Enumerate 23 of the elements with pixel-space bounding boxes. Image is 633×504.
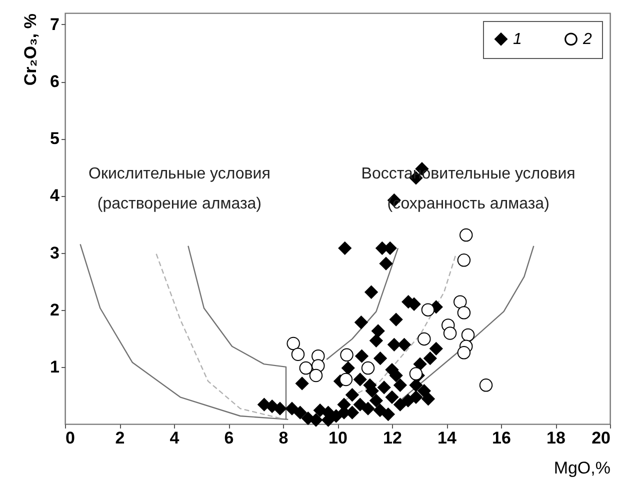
legend-label: 1 — [513, 31, 522, 48]
x-tick-label: 12 — [383, 428, 402, 448]
annotation: Окислительные условия (растворение алмаза) — [88, 165, 270, 212]
y-tick-label: 3 — [50, 243, 60, 262]
x-tick-label: 16 — [492, 428, 511, 448]
y-tick-label: 2 — [50, 300, 60, 320]
x-tick-label: 0 — [66, 428, 75, 448]
x-axis-title: MgO,% — [554, 458, 610, 478]
x-tick-label: 2 — [115, 428, 125, 448]
y-tick-label: 6 — [50, 72, 60, 91]
legend-label: 2 — [582, 31, 592, 48]
x-tick-label: 20 — [592, 428, 610, 448]
x-tick-label: 10 — [328, 428, 348, 448]
x-tick-label: 6 — [224, 428, 234, 448]
x-tick-label: 14 — [438, 428, 457, 448]
y-tick-label: 5 — [50, 129, 60, 148]
y-axis-title: Cr₂O₃, % — [21, 14, 40, 86]
x-tick-label: 18 — [546, 428, 566, 448]
y-tick-label: 7 — [50, 14, 60, 34]
y-tick-label: 4 — [50, 186, 60, 206]
x-tick-label: 4 — [170, 428, 180, 448]
y-tick-label: 1 — [50, 357, 60, 376]
x-tick-label: 8 — [278, 428, 288, 448]
